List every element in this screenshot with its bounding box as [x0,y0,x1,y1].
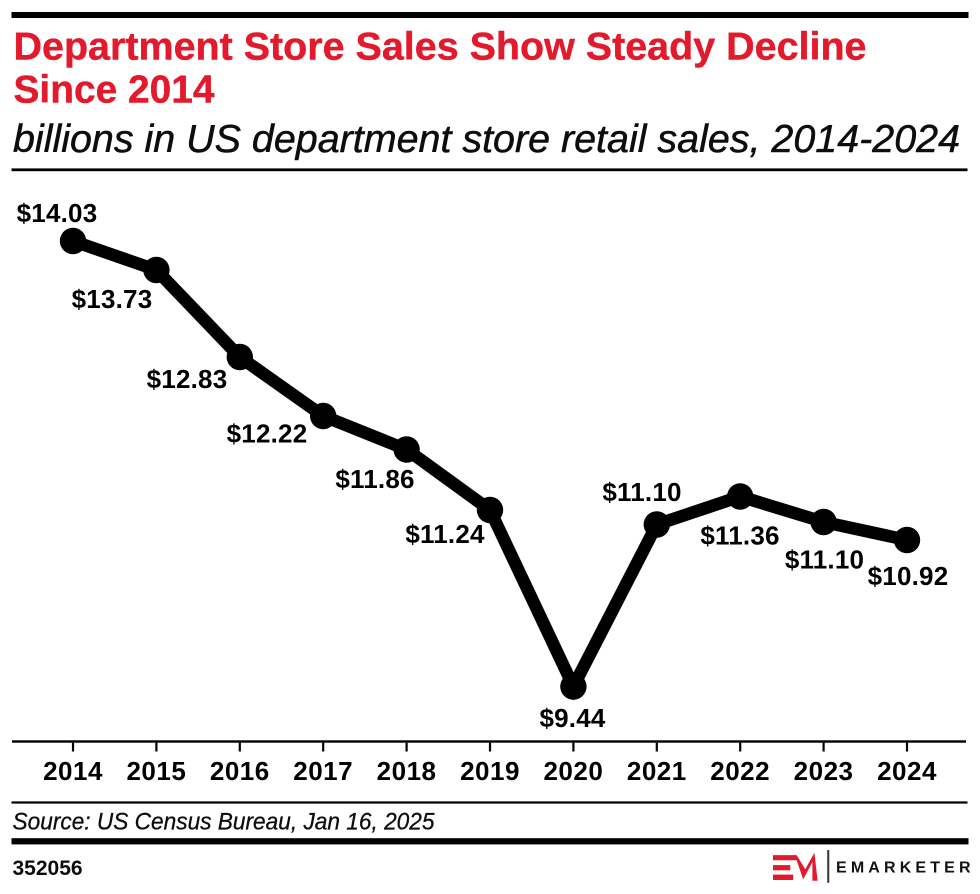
svg-text:352056: 352056 [13,857,83,880]
svg-text:Source: US Census Bureau, Jan: Source: US Census Bureau, Jan 16, 2025 [13,809,436,836]
svg-text:$11.36: $11.36 [700,521,779,551]
svg-text:2016: 2016 [210,756,270,786]
svg-text:$12.83: $12.83 [147,364,228,394]
svg-text:2017: 2017 [293,756,353,786]
svg-text:$11.86: $11.86 [335,464,414,494]
svg-text:2021: 2021 [627,756,687,786]
svg-text:$13.73: $13.73 [72,284,153,314]
svg-text:2023: 2023 [794,756,854,786]
svg-text:2019: 2019 [460,756,520,786]
svg-text:2014: 2014 [43,756,103,786]
svg-text:2015: 2015 [126,756,186,786]
svg-text:$11.10: $11.10 [785,545,864,575]
svg-text:2022: 2022 [710,756,770,786]
svg-text:$10.92: $10.92 [868,561,949,591]
svg-text:Department Store Sales Show St: Department Store Sales Show Steady Decli… [14,26,867,69]
svg-text:Since 2014: Since 2014 [14,69,216,112]
svg-text:EMARKETER: EMARKETER [836,860,975,877]
svg-text:$14.03: $14.03 [17,198,98,228]
svg-text:2018: 2018 [377,756,437,786]
svg-text:$9.44: $9.44 [539,703,605,733]
svg-text:$12.22: $12.22 [227,419,308,449]
svg-text:$11.24: $11.24 [405,519,485,549]
svg-text:$11.10: $11.10 [602,477,681,507]
svg-text:2020: 2020 [543,756,603,786]
svg-text:2024: 2024 [877,756,937,786]
svg-text:billions in US department stor: billions in US department store retail s… [13,118,960,161]
